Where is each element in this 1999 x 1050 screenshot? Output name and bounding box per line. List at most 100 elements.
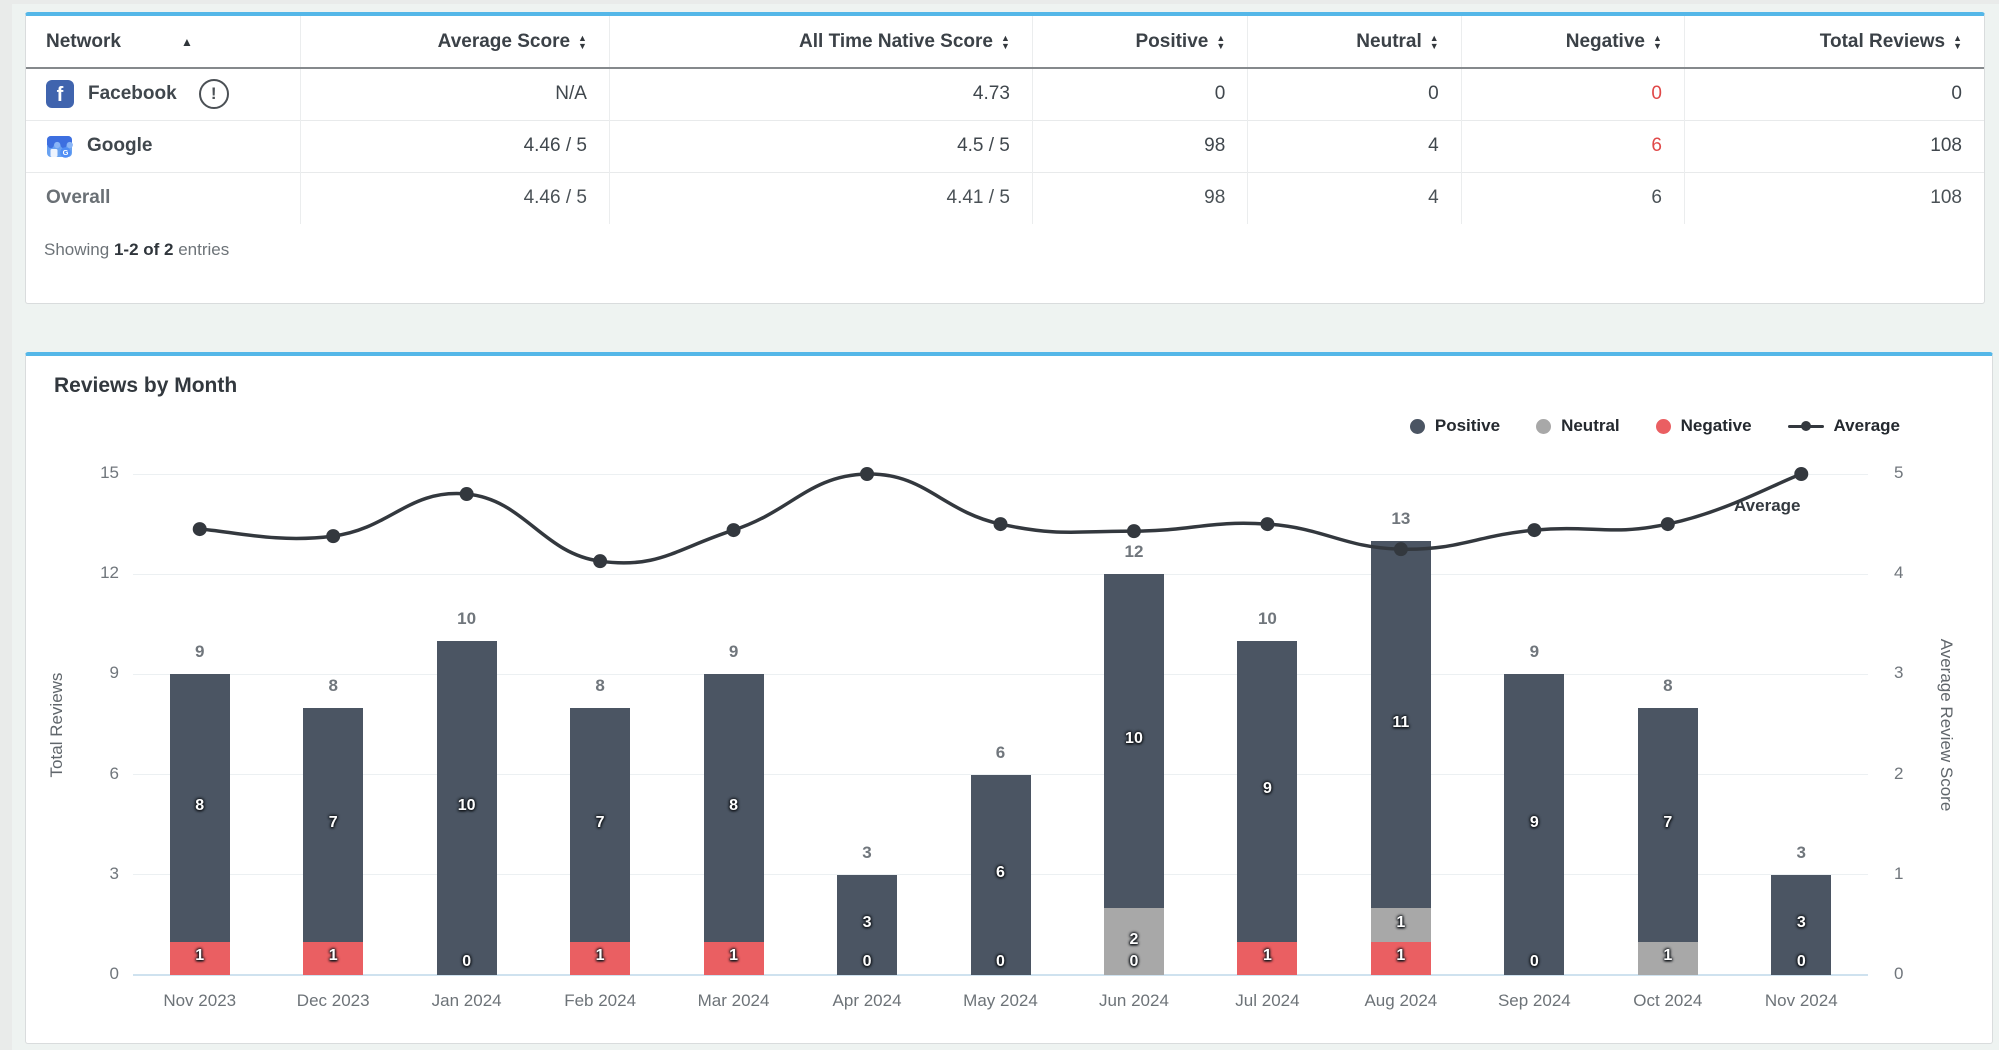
bar-segment-negative-jul-2024[interactable] xyxy=(1237,941,1298,975)
legend-item-neutral[interactable]: Neutral xyxy=(1536,416,1620,436)
bar-value-label: 8 xyxy=(729,797,739,814)
cell-total: 0 xyxy=(1683,68,1984,120)
x-axis-label: Feb 2024 xyxy=(564,991,637,1010)
average-point[interactable] xyxy=(860,467,875,481)
right-axis-tick: 4 xyxy=(1894,563,1904,583)
bar-segment-positive-apr-2024[interactable] xyxy=(837,874,898,975)
left-axis-title: Total Reviews xyxy=(47,672,66,777)
average-point[interactable] xyxy=(993,517,1008,532)
cell-neg: 6 xyxy=(1460,171,1685,224)
cell-native: 4.41 / 5 xyxy=(608,171,1033,224)
bar-segment-positive-jun-2024[interactable] xyxy=(1103,574,1164,909)
bar-segment-positive-oct-2024[interactable] xyxy=(1637,707,1698,942)
gridline xyxy=(133,774,1868,776)
bar-total-label: 8 xyxy=(595,675,605,695)
bar-segment-neutral-oct-2024[interactable] xyxy=(1637,941,1698,975)
bar-segment-negative-mar-2024[interactable] xyxy=(703,941,764,975)
bar-value-label: 0 xyxy=(1796,953,1806,971)
bar-value-label: 1 xyxy=(195,947,205,965)
bar-value-label: 8 xyxy=(195,797,205,814)
bar-value-label: 0 xyxy=(462,953,472,971)
legend-item-negative[interactable]: Negative xyxy=(1655,416,1752,436)
dashboard-page: Network ▲ Average Score ▲ ▼ All Time Native S… xyxy=(12,4,1999,1050)
left-axis-tick: 9 xyxy=(109,663,119,683)
average-point[interactable] xyxy=(192,522,207,537)
average-point[interactable] xyxy=(1393,542,1408,557)
gridline xyxy=(133,573,1868,575)
bar-value-label: 10 xyxy=(457,797,476,814)
bar-segment-neutral-aug-2024[interactable] xyxy=(1370,908,1431,942)
right-axis-tick: 0 xyxy=(1894,964,1904,983)
average-point[interactable] xyxy=(726,523,741,538)
sort-icon: ▲ ▼ xyxy=(578,32,587,51)
legend-item-positive[interactable]: Positive xyxy=(1409,416,1500,436)
bar-segment-positive-aug-2024[interactable] xyxy=(1370,540,1431,909)
column-header-positive[interactable]: Positive ▲ ▼ xyxy=(1031,16,1248,69)
average-point[interactable] xyxy=(1126,524,1141,539)
cell-neg: 6 xyxy=(1460,119,1685,172)
sort-icon: ▲ ▼ xyxy=(1000,32,1010,51)
column-header-network[interactable]: Network ▲ xyxy=(26,16,301,69)
network-summary-card: Network ▲ Average Score ▲ ▼ All Time Native S… xyxy=(25,12,1985,304)
column-header-total-reviews[interactable]: Total Reviews ▲ ▼ xyxy=(1683,16,1984,69)
bar-total-label: 10 xyxy=(457,609,477,628)
average-point[interactable] xyxy=(593,554,608,569)
sort-icon: ▲ ▼ xyxy=(1216,32,1226,51)
bar-segment-positive-jan-2024[interactable] xyxy=(436,641,497,975)
average-point[interactable] xyxy=(1260,517,1275,532)
cell-avg: N/A xyxy=(299,68,610,120)
cell-total: 108 xyxy=(1683,171,1984,224)
bar-segment-negative-feb-2024[interactable] xyxy=(570,941,631,975)
right-axis-tick: 2 xyxy=(1894,763,1904,783)
cell-neu: 4 xyxy=(1247,171,1462,224)
column-header-all-time-native-score[interactable]: All Time Native Score ▲ ▼ xyxy=(608,16,1033,69)
bar-value-label: 0 xyxy=(996,953,1005,971)
bar-segment-positive-dec-2023[interactable] xyxy=(303,707,364,942)
bar-segment-neutral-jun-2024[interactable] xyxy=(1103,908,1164,975)
average-point[interactable] xyxy=(1527,523,1542,538)
x-axis-line xyxy=(133,974,1868,976)
chart-title: Reviews by Month xyxy=(54,374,238,397)
right-axis-tick: 3 xyxy=(1894,663,1904,683)
bar-segment-negative-nov-2023[interactable] xyxy=(169,941,230,975)
bar-segment-positive-nov-2024[interactable] xyxy=(1771,874,1832,975)
chart-legend: Positive Neutral Negative Average xyxy=(1409,416,1900,436)
average-point[interactable] xyxy=(1794,467,1809,481)
bar-value-label: 9 xyxy=(1529,813,1539,831)
network-name: Overall xyxy=(46,187,111,209)
x-axis-label: Sep 2024 xyxy=(1497,991,1571,1010)
bar-segment-negative-dec-2023[interactable] xyxy=(303,941,364,975)
google-icon: G xyxy=(47,135,73,158)
legend-dot-icon xyxy=(1536,418,1552,434)
bar-segment-positive-nov-2023[interactable] xyxy=(169,674,230,942)
legend-item-average[interactable]: Average xyxy=(1787,416,1900,436)
right-axis-tick: 5 xyxy=(1894,463,1904,482)
entries-count-range: 1-2 of 2 xyxy=(113,240,174,259)
column-header-negative[interactable]: Negative ▲ ▼ xyxy=(1460,16,1685,69)
bar-value-label: 7 xyxy=(1663,813,1673,831)
bar-segment-positive-sep-2024[interactable] xyxy=(1504,674,1565,975)
x-axis-label: Dec 2023 xyxy=(296,991,370,1010)
average-point[interactable] xyxy=(326,529,341,544)
left-axis-tick: 0 xyxy=(109,964,119,983)
cell-native: 4.5 / 5 xyxy=(608,119,1033,172)
bar-segment-positive-feb-2024[interactable] xyxy=(570,707,631,942)
cell-pos: 0 xyxy=(1031,68,1248,120)
right-axis-title: Average Review Score xyxy=(1937,638,1956,811)
column-header-neutral[interactable]: Neutral ▲ ▼ xyxy=(1247,16,1462,69)
x-axis-label: Jun 2024 xyxy=(1098,991,1169,1010)
warning-icon[interactable]: ! xyxy=(198,79,229,110)
x-axis-label: Nov 2024 xyxy=(1764,991,1838,1010)
bar-segment-positive-may-2024[interactable] xyxy=(970,774,1031,975)
cell-avg: 4.46 / 5 xyxy=(299,119,610,172)
column-header-average-score[interactable]: Average Score ▲ ▼ xyxy=(299,16,610,69)
bar-segment-positive-jul-2024[interactable] xyxy=(1237,641,1298,942)
bar-value-label: 1 xyxy=(1396,913,1406,931)
average-point[interactable] xyxy=(1660,517,1675,532)
bar-total-label: 10 xyxy=(1257,609,1277,628)
network-cell: Overall xyxy=(26,171,301,224)
bar-segment-negative-aug-2024[interactable] xyxy=(1370,941,1431,975)
average-point[interactable] xyxy=(459,487,474,502)
table-row-overall: Overall 4.46 / 5 4.41 / 5 98 4 6 108 xyxy=(26,171,1984,224)
bar-segment-positive-mar-2024[interactable] xyxy=(703,674,764,942)
